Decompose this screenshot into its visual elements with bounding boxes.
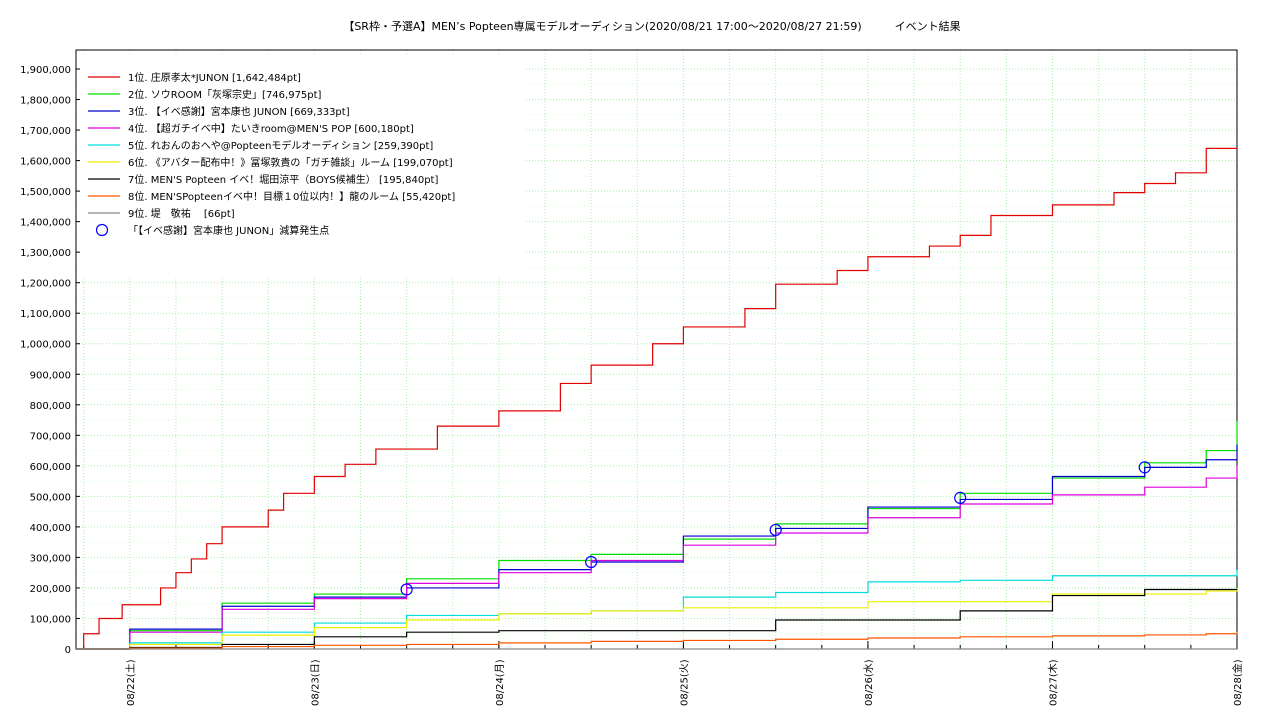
legend-label: 8位. MEN'SPopteenイベ中！目標１0位以内！】龍のルーム [55,4… (128, 190, 455, 203)
y-tick-label: 400,000 (30, 523, 71, 534)
series-line (76, 420, 1238, 650)
legend-label: 3位. 【イベ感謝】宮本康也 JUNON [669,333pt] (128, 105, 350, 118)
legend-label: 1位. 庄原孝太*JUNON [1,642,484pt] (128, 71, 301, 84)
series-line (76, 588, 1238, 650)
x-tick-label: 08/23(日) (310, 659, 321, 706)
y-tick-label: 1,700,000 (20, 126, 71, 137)
y-tick-label: 500,000 (30, 492, 71, 503)
y-tick-label: 700,000 (30, 431, 71, 442)
y-tick-label: 1,900,000 (20, 65, 71, 76)
marker-circle (954, 491, 967, 504)
y-tick-label: 800,000 (30, 401, 71, 412)
x-tick-label: 08/22(土) (124, 659, 137, 706)
series-line (76, 465, 1238, 650)
legend-label: 「【イベ感謝】宮本康也 JUNON」減算発生点 (128, 224, 329, 237)
x-axis: 08/22(土) 08/23(日) 08/24(月) 08/25(火) 08/26(水)… (83, 641, 1244, 706)
y-tick-label: 300,000 (30, 553, 71, 564)
x-tick-label: 08/24(月) (494, 659, 506, 706)
y-tick-label: 1,300,000 (20, 248, 71, 259)
marker-points (400, 461, 1151, 596)
grid (76, 50, 1238, 649)
y-tick-label: 1,600,000 (20, 157, 71, 168)
legend-box (80, 56, 524, 276)
y-tick-label: 1,400,000 (20, 218, 71, 229)
marker-circle (585, 555, 598, 569)
x-tick-label: 08/28(金) (1231, 659, 1244, 706)
y-tick-label: 0 (65, 645, 71, 656)
chart-title: 【SR枠・予選A】MEN’s Popteen専属モデルオーディション(2020/… (343, 19, 960, 33)
marker-circle (769, 523, 782, 537)
y-tick-label: 100,000 (30, 614, 71, 625)
y-tick-label: 1,500,000 (20, 187, 71, 198)
x-tick-label: 08/25(火) (678, 659, 690, 706)
y-axis: 0 100,000 200,000 300,000 400,000 500,000 600,… (20, 65, 80, 656)
marker-circle (400, 583, 413, 596)
legend-label: 4位. 【超ガチイベ中】たいきroom@MEN'S POP [600,180pt… (128, 122, 414, 135)
y-tick-label: 1,000,000 (20, 340, 71, 351)
series-line (76, 588, 1238, 650)
marker-circle (1138, 461, 1151, 474)
legend-label: 6位. 《アバター配布中！》冨塚敦貴の「ガチ雑談」ルーム [199,070pt] (128, 156, 453, 169)
series-line (76, 147, 1238, 650)
x-tick-label: 08/26(水) (863, 659, 875, 706)
series-line (76, 632, 1238, 650)
y-tick-label: 1,200,000 (20, 279, 71, 290)
y-tick-label: 600,000 (30, 462, 71, 473)
legend-marker (95, 223, 109, 237)
y-tick-label: 900,000 (30, 370, 71, 381)
y-tick-label: 1,800,000 (20, 96, 71, 107)
series-line (76, 444, 1238, 650)
y-tick-label: 200,000 (30, 584, 71, 595)
legend-label: 9位. 堤 敬祐 [66pt] (128, 207, 235, 220)
legend-label: 5位. れおんのおへや@Popteenモデルオーディション [259,390pt… (128, 139, 433, 152)
legend: 1位. 庄原孝太*JUNON [1,642,484pt] 2位. ソウROOM「灰… (88, 71, 455, 237)
legend-label: 7位. MEN'S Popteen イベ！堀田涼平（BOYS候補生） [195,… (128, 173, 438, 186)
y-tick-label: 1,100,000 (20, 309, 71, 320)
x-tick-label: 08/27(木) (1047, 659, 1059, 706)
legend-label: 2位. ソウROOM「灰塚宗史」[746,975pt] (128, 88, 322, 101)
